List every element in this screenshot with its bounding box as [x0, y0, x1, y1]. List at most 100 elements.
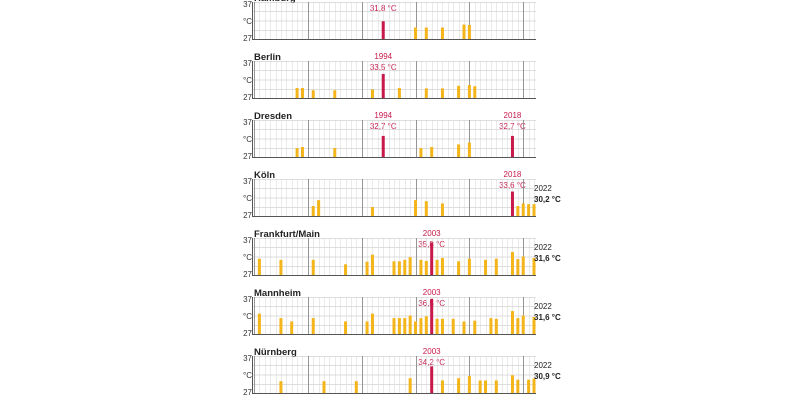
- bar: [510, 311, 514, 334]
- chart-panel: Hamburg37 °C 27 1994 31,8 °C 2022: [0, 0, 800, 53]
- y-tick-label: 37: [243, 118, 252, 127]
- highlight-year-label: 2018: [503, 170, 522, 179]
- bar: [403, 259, 407, 275]
- bar: [300, 88, 304, 98]
- highlight-year-label: 1994: [374, 111, 393, 120]
- bar: [457, 378, 461, 393]
- bar: [370, 207, 374, 216]
- highlight-bar: [381, 135, 385, 157]
- bar: [365, 321, 369, 334]
- bar: [521, 203, 525, 216]
- y-tick-label: 37: [243, 354, 252, 363]
- bar: [430, 147, 434, 157]
- y-tick-label: 27: [243, 388, 252, 397]
- bar: [408, 315, 412, 334]
- city-label-dresden: Dresden: [254, 111, 293, 122]
- current-year-label: 2022: [534, 0, 552, 2]
- bar: [295, 148, 299, 157]
- bar: [516, 259, 520, 275]
- bar: [370, 313, 374, 334]
- bar: [408, 257, 412, 275]
- plot-area: [252, 356, 536, 394]
- plot-area: [252, 61, 536, 99]
- bar: [440, 318, 444, 334]
- plot-area: [252, 179, 536, 217]
- highlight-value-label: 34,2 °C: [418, 358, 446, 367]
- city-label-hamburg: Hamburg: [254, 0, 296, 4]
- bar: [462, 24, 466, 39]
- y-tick-label: 37: [243, 236, 252, 245]
- city-label-nürnberg: Nürnberg: [254, 347, 297, 358]
- y-tick-label: 37: [243, 0, 252, 9]
- highlight-bar: [430, 298, 434, 334]
- bar: [457, 261, 461, 275]
- bar: [494, 258, 498, 275]
- bar: [489, 318, 493, 334]
- bar: [392, 318, 396, 334]
- bar: [290, 321, 294, 334]
- y-unit-label: °C: [243, 371, 252, 380]
- plot-area: [252, 120, 536, 158]
- bar: [532, 316, 536, 334]
- bar: [311, 90, 315, 98]
- current-value-label: 30,2 °C: [534, 195, 561, 204]
- bar: [419, 318, 423, 334]
- bar: [424, 201, 428, 216]
- chart-panel: Dresden 37 °C 27 1994 32,7 °C 2018 32,7 °C: [0, 111, 800, 171]
- bar: [311, 318, 315, 334]
- highlight-value-label: 32,7 °C: [369, 122, 397, 131]
- highlight-bar: [381, 21, 385, 39]
- bar: [344, 321, 348, 334]
- bar: [333, 90, 337, 98]
- highlight-year-label: 2003: [422, 347, 441, 356]
- highlight-bar: [510, 135, 514, 157]
- highlight-value-label: 33,5 °C: [369, 63, 397, 72]
- bar: [440, 257, 444, 275]
- y-tick-label: 27: [243, 329, 252, 338]
- bar: [419, 148, 423, 157]
- bar: [484, 380, 488, 393]
- bar: [419, 259, 423, 275]
- bar: [354, 381, 358, 393]
- highlight-year-label: 2003: [422, 288, 441, 297]
- bar: [370, 89, 374, 98]
- bar: [397, 261, 401, 275]
- bar: [300, 147, 304, 157]
- current-value-label: 30,9 °C: [534, 372, 561, 381]
- chart-panel: Köln 37 °C 27 2018 33,6 °C 2022 30,2 °C: [0, 170, 800, 230]
- bar: [392, 261, 396, 275]
- chart-panel: Mannheim 37 °C 27 2003 36,5 °C 2022 31,6 °C: [0, 288, 800, 348]
- bar: [521, 315, 525, 334]
- highlight-year-label: 1994: [374, 52, 393, 61]
- bar: [467, 258, 471, 275]
- bar: [467, 375, 471, 393]
- bar: [295, 88, 299, 98]
- plot-area: [252, 2, 536, 40]
- bar: [424, 260, 428, 275]
- bar: [322, 381, 326, 393]
- y-tick-label: 37: [243, 177, 252, 186]
- chart-panel: Frankfurt/Main 37 °C 27 2003 35,8 °C 2022 31,6 …: [0, 229, 800, 289]
- bar: [510, 252, 514, 275]
- y-tick-label: 27: [243, 270, 252, 279]
- bar: [451, 318, 455, 334]
- bar: [435, 259, 439, 275]
- y-tick-label: 37: [243, 59, 252, 68]
- bar: [333, 148, 337, 157]
- bar: [516, 318, 520, 334]
- bar: [397, 88, 401, 98]
- bar: [424, 316, 428, 334]
- bar: [317, 200, 321, 216]
- current-year-label: 2022: [534, 302, 552, 311]
- y-tick-label: 27: [243, 152, 252, 161]
- bar: [279, 318, 283, 334]
- bar: [311, 206, 315, 216]
- highlight-year-label: 1994: [374, 0, 392, 2]
- bar: [532, 378, 536, 393]
- plot-area: [252, 238, 536, 276]
- bar: [478, 380, 482, 393]
- bar: [440, 88, 444, 98]
- y-tick-label: 27: [243, 34, 252, 43]
- city-label-frankfurt-main: Frankfurt/Main: [254, 229, 320, 240]
